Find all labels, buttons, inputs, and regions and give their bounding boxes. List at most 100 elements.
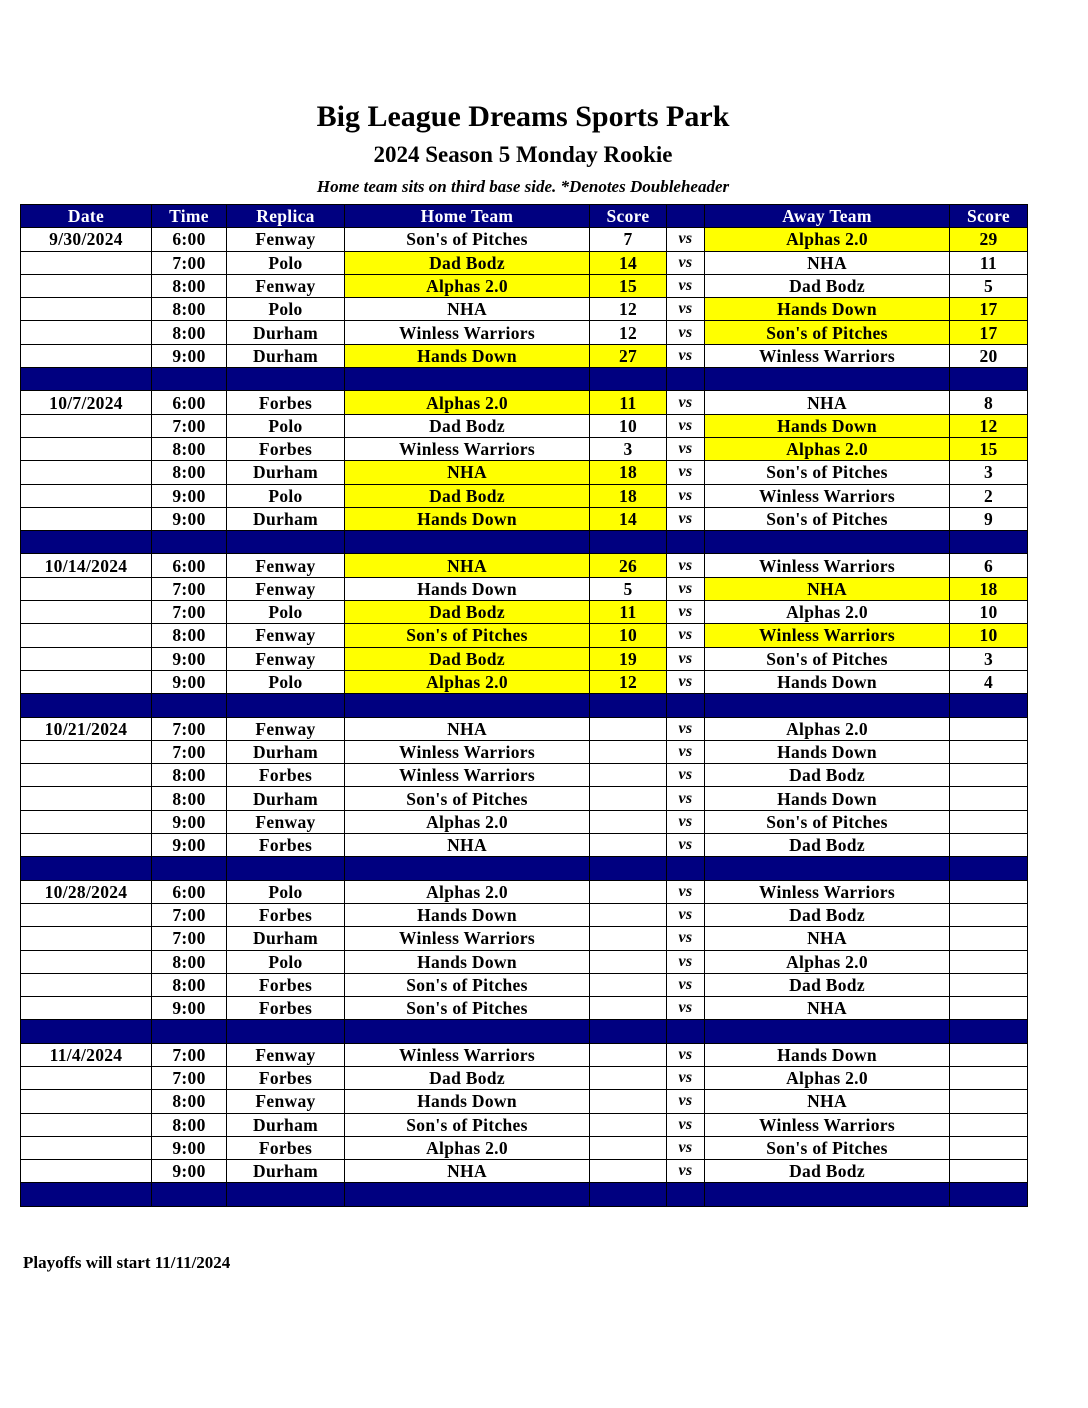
home-score-cell <box>589 879 667 904</box>
field-cell: Forbes <box>226 902 345 928</box>
separator-cell <box>151 530 227 555</box>
separator-cell <box>226 1019 345 1044</box>
home-team-cell: Winless Warriors <box>344 320 590 345</box>
game-row: 9:00 Forbes Son's of Pitches vs NHA <box>20 996 1028 1021</box>
separator-cell <box>344 1182 590 1207</box>
game-row: 9:00 Polo Alphas 2.0 12 vs Hands Down 4 <box>20 669 1028 695</box>
home-score-cell <box>589 739 667 765</box>
date-cell <box>20 297 152 322</box>
date-cell: 9/30/2024 <box>20 227 152 252</box>
home-score-cell <box>589 1112 667 1137</box>
away-score-cell: 8 <box>949 390 1028 415</box>
away-score-cell <box>949 949 1028 974</box>
separator-cell <box>20 693 152 718</box>
away-team-cell: Hands Down <box>704 297 950 322</box>
separator-cell <box>151 856 227 881</box>
vs-cell: vs <box>666 553 705 578</box>
home-team-cell: Son's of Pitches <box>344 623 590 648</box>
field-cell: Polo <box>226 297 345 322</box>
away-score-cell <box>949 972 1028 998</box>
game-row: 7:00 Polo Dad Bodz 10 vs Hands Down 12 <box>20 413 1028 438</box>
date-cell <box>20 996 152 1021</box>
game-row: 9:00 Durham NHA vs Dad Bodz <box>20 1159 1028 1184</box>
home-team-cell: Hands Down <box>344 949 590 974</box>
time-cell: 9:00 <box>151 506 227 532</box>
col-replica: Replica <box>226 203 345 229</box>
separator-cell <box>151 693 227 718</box>
away-score-cell <box>949 809 1028 835</box>
week-separator-row <box>20 530 1028 555</box>
time-cell: 6:00 <box>151 390 227 415</box>
away-score-cell <box>949 786 1028 811</box>
date-cell <box>20 623 152 648</box>
home-score-cell <box>589 1159 667 1184</box>
field-cell: Durham <box>226 1112 345 1137</box>
separator-cell <box>666 1019 705 1044</box>
game-row: 8:00 Durham Son's of Pitches vs Winless Warr… <box>20 1112 1028 1137</box>
field-cell: Polo <box>226 250 345 275</box>
home-team-cell: Son's of Pitches <box>344 786 590 811</box>
home-score-cell: 12 <box>589 320 667 345</box>
home-score-cell: 19 <box>589 646 667 671</box>
home-score-cell: 14 <box>589 506 667 532</box>
field-cell: Durham <box>226 1159 345 1184</box>
away-team-cell: NHA <box>704 996 950 1021</box>
home-score-cell: 26 <box>589 553 667 578</box>
away-team-cell: Dad Bodz <box>704 763 950 788</box>
away-score-cell <box>949 1112 1028 1137</box>
time-cell: 8:00 <box>151 297 227 322</box>
home-score-cell <box>589 902 667 928</box>
home-score-cell <box>589 972 667 998</box>
vs-cell: vs <box>666 833 705 858</box>
away-score-cell: 9 <box>949 506 1028 532</box>
game-row: 7:00 Durham Winless Warriors vs NHA <box>20 926 1028 951</box>
home-team-cell: Dad Bodz <box>344 250 590 275</box>
vs-cell: vs <box>666 1065 705 1091</box>
field-cell: Durham <box>226 343 345 369</box>
vs-cell: vs <box>666 879 705 904</box>
away-score-cell <box>949 739 1028 765</box>
away-score-cell <box>949 716 1028 741</box>
game-row: 8:00 Polo Hands Down vs Alphas 2.0 <box>20 949 1028 974</box>
date-cell <box>20 669 152 695</box>
time-cell: 9:00 <box>151 646 227 671</box>
away-team-cell: Alphas 2.0 <box>704 1065 950 1091</box>
col-home-score: Score <box>589 203 667 229</box>
game-row: 8:00 Forbes Winless Warriors vs Dad Bodz <box>20 763 1028 788</box>
game-row: 9:00 Fenway Alphas 2.0 vs Son's of Pitches <box>20 809 1028 835</box>
date-cell <box>20 949 152 974</box>
home-score-cell: 14 <box>589 250 667 275</box>
date-cell <box>20 763 152 788</box>
vs-cell: vs <box>666 1042 705 1067</box>
separator-cell <box>704 1019 950 1044</box>
away-score-cell: 12 <box>949 413 1028 438</box>
away-team-cell: Winless Warriors <box>704 623 950 648</box>
home-score-cell <box>589 833 667 858</box>
game-row: 10/14/2024 6:00 Fenway NHA 26 vs Winless Warri… <box>20 553 1028 578</box>
time-cell: 7:00 <box>151 600 227 625</box>
date-cell <box>20 1159 152 1184</box>
separator-cell <box>226 856 345 881</box>
vs-cell: vs <box>666 972 705 998</box>
vs-cell: vs <box>666 1112 705 1137</box>
home-team-cell: Winless Warriors <box>344 763 590 788</box>
game-row: 7:00 Forbes Dad Bodz vs Alphas 2.0 <box>20 1065 1028 1091</box>
home-score-cell <box>589 763 667 788</box>
time-cell: 8:00 <box>151 972 227 998</box>
away-team-cell: NHA <box>704 390 950 415</box>
date-cell <box>20 343 152 369</box>
col-away-team: Away Team <box>704 203 950 229</box>
home-score-cell <box>589 926 667 951</box>
date-cell <box>20 1112 152 1137</box>
vs-cell: vs <box>666 343 705 369</box>
home-team-cell: Winless Warriors <box>344 926 590 951</box>
separator-cell <box>949 530 1028 555</box>
time-cell: 8:00 <box>151 763 227 788</box>
separator-cell <box>704 1182 950 1207</box>
separator-cell <box>226 367 345 392</box>
separator-cell <box>666 856 705 881</box>
home-score-cell: 15 <box>589 273 667 299</box>
game-row: 8:00 Durham Winless Warriors 12 vs Son's of P… <box>20 320 1028 345</box>
home-score-cell: 10 <box>589 413 667 438</box>
home-score-cell: 11 <box>589 600 667 625</box>
